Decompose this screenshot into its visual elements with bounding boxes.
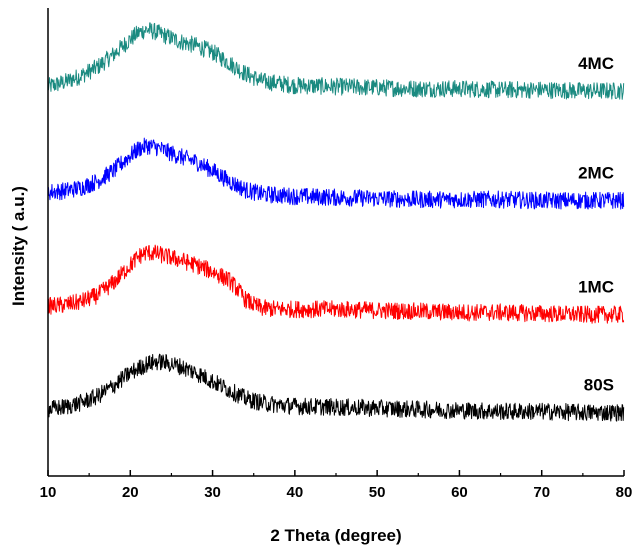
series-line-1mc <box>47 244 625 324</box>
x-tick-label: 70 <box>533 484 550 501</box>
x-tick-label: 80 <box>616 484 633 501</box>
series-line-80s <box>47 353 625 422</box>
series-line-2mc <box>47 137 625 210</box>
x-tick-label: 50 <box>369 484 386 501</box>
x-tick-label: 30 <box>204 484 221 501</box>
series-line-4mc <box>47 22 625 100</box>
x-tick-label: 20 <box>122 484 139 501</box>
series-label-1mc: 1MC <box>578 278 614 297</box>
x-tick-label: 60 <box>451 484 468 501</box>
x-tick-label: 10 <box>40 484 57 501</box>
y-axis-title: Intensity ( a.u.) <box>9 186 28 306</box>
series-label-80s: 80S <box>584 376 614 395</box>
plot-series-group <box>47 22 625 422</box>
x-axis-title: 2 Theta (degree) <box>270 526 401 545</box>
series-label-4mc: 4MC <box>578 54 614 73</box>
x-tick-label: 40 <box>287 484 304 501</box>
series-label-2mc: 2MC <box>578 164 614 183</box>
x-axis-ticks: 10 20 30 40 50 60 70 80 <box>40 470 633 501</box>
series-labels-group: 4MC 2MC 1MC 80S <box>578 54 614 395</box>
